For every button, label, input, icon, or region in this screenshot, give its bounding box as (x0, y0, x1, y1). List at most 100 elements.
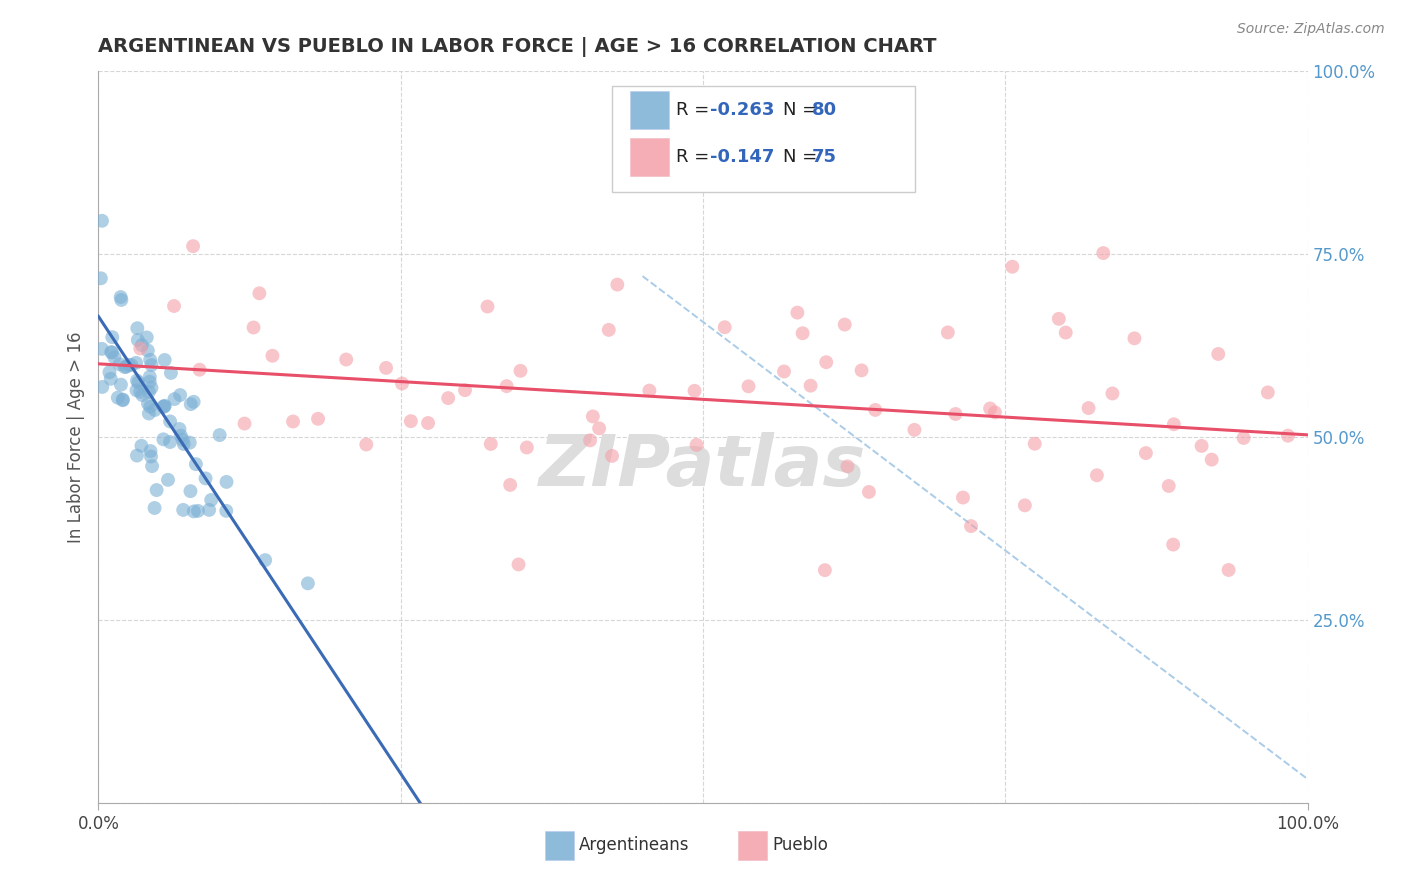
Point (1218, 563, 1240, 577)
Point (139, 352, 162, 367)
Point (713, 320, 735, 334)
Point (103, 351, 125, 365)
Point (903, 423, 925, 437)
Point (91, 380, 114, 394)
Point (582, 409, 605, 424)
Point (851, 363, 873, 377)
Point (579, 434, 602, 448)
Point (834, 318, 856, 332)
Point (143, 500, 166, 515)
Point (1077, 401, 1099, 415)
Point (170, 428, 193, 442)
Point (129, 342, 152, 356)
Point (111, 392, 134, 407)
Point (141, 459, 163, 474)
Point (1001, 260, 1024, 274)
Point (815, 355, 838, 369)
Point (356, 437, 378, 451)
FancyBboxPatch shape (544, 830, 574, 860)
Point (136, 343, 159, 358)
Point (1157, 479, 1180, 493)
Point (139, 375, 162, 389)
Point (169, 422, 191, 436)
Point (685, 438, 707, 452)
Point (1191, 439, 1213, 453)
Point (125, 449, 148, 463)
Point (1054, 326, 1077, 340)
Point (153, 400, 176, 414)
Point (399, 414, 422, 428)
Point (98, 365, 121, 379)
Point (297, 576, 319, 591)
Point (437, 391, 460, 405)
Point (477, 300, 499, 314)
Point (152, 400, 174, 414)
Text: -0.147: -0.147 (710, 148, 775, 166)
Point (1163, 417, 1185, 432)
Point (262, 349, 284, 363)
Point (180, 397, 202, 411)
Point (153, 399, 176, 413)
Point (837, 459, 859, 474)
Point (215, 504, 238, 518)
Point (179, 484, 201, 499)
Point (187, 504, 209, 518)
Point (136, 396, 159, 410)
Point (139, 444, 162, 458)
Point (454, 383, 477, 397)
Text: 75: 75 (811, 148, 837, 166)
Point (138, 407, 160, 421)
Point (169, 388, 191, 402)
Point (416, 416, 439, 430)
Point (194, 471, 217, 485)
Text: N =: N = (783, 101, 823, 119)
Point (160, 366, 183, 380)
Point (1024, 436, 1046, 450)
Point (200, 493, 222, 508)
Point (181, 239, 204, 253)
Point (792, 326, 814, 341)
Point (375, 360, 398, 375)
Point (138, 384, 160, 399)
Point (1047, 311, 1070, 326)
Text: 80: 80 (811, 101, 837, 119)
Point (159, 435, 181, 450)
Text: Source: ZipAtlas.com: Source: ZipAtlas.com (1237, 22, 1385, 37)
Point (139, 369, 162, 384)
Point (108, 357, 131, 371)
Point (391, 376, 413, 391)
Point (159, 414, 181, 428)
Point (115, 359, 138, 374)
FancyBboxPatch shape (630, 91, 669, 128)
Point (125, 374, 148, 388)
Point (945, 407, 967, 421)
Point (1135, 446, 1157, 460)
Point (960, 519, 983, 533)
Point (127, 333, 149, 347)
Point (114, 360, 136, 375)
Point (307, 412, 329, 426)
Point (118, 358, 141, 372)
Point (1206, 347, 1229, 361)
Point (91, 214, 114, 228)
Point (90, 271, 112, 285)
Point (156, 473, 179, 487)
Point (183, 504, 205, 518)
Point (179, 435, 201, 450)
Point (101, 345, 124, 359)
Point (516, 441, 538, 455)
Point (101, 330, 124, 344)
Point (139, 450, 162, 464)
Point (600, 449, 623, 463)
Point (242, 320, 264, 334)
Text: Argentineans: Argentineans (578, 836, 689, 855)
Point (90, 342, 112, 356)
Point (936, 326, 959, 340)
Point (139, 400, 162, 414)
Point (952, 491, 974, 505)
Text: ZIPatlas: ZIPatlas (540, 432, 866, 500)
Point (127, 321, 149, 335)
Point (107, 391, 129, 405)
Point (131, 439, 153, 453)
Point (638, 384, 661, 398)
